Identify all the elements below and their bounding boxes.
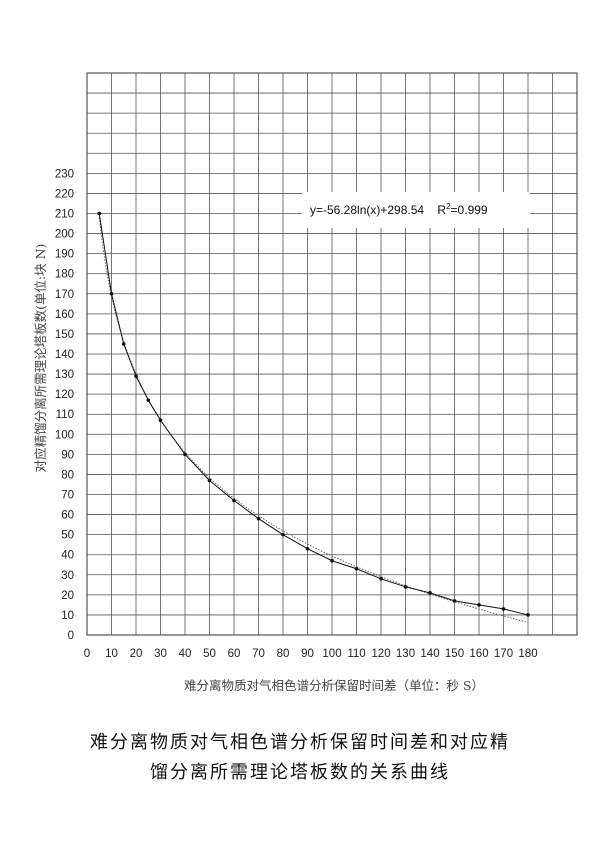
data-point (146, 398, 151, 402)
data-point (232, 498, 236, 503)
data-point (109, 291, 114, 296)
y-tick-label: 150 (55, 329, 74, 341)
r2-value: =0.999 (451, 203, 488, 217)
y-tick-label: 100 (55, 429, 74, 441)
x-tick-label: 20 (130, 648, 143, 660)
x-tick-label: 80 (277, 648, 290, 660)
y-tick-label: 10 (61, 610, 74, 622)
x-tick-label: 90 (301, 648, 314, 660)
equation-annotation: y=-56.28ln(x)+298.54 R2=0.999 (302, 192, 530, 228)
y-tick-label: 20 (61, 590, 74, 602)
data-point (281, 532, 285, 537)
data-point (256, 516, 261, 521)
x-tick-label: 160 (469, 648, 488, 660)
equation-box (302, 192, 530, 228)
y-tick-label: 200 (55, 229, 74, 241)
data-point (477, 603, 481, 607)
y-tick-label: 160 (55, 309, 74, 321)
svg-text:y=-56.28ln(x)+298.54 R2=: y=-56.28ln(x)+298.54 R2=0.999 (310, 202, 488, 217)
data-point (183, 452, 187, 457)
x-axis-title: 难分离物质对气相色谱分析保留时间差（单位：秒 S） (184, 678, 484, 693)
x-tick-label: 70 (252, 648, 265, 660)
x-tick-label: 60 (228, 648, 241, 660)
y-tick-label: 140 (55, 349, 74, 361)
data-point (501, 607, 506, 611)
x-tick-label: 40 (179, 648, 192, 660)
y-axis-title: 对应精馏分离所需理论塔板数(单位:块 N) (33, 244, 48, 473)
caption-line-2: 馏分离所需理论塔板数的关系曲线 (150, 762, 450, 783)
data-point (121, 342, 126, 346)
data-point (354, 566, 359, 571)
x-tick-label: 140 (420, 648, 439, 660)
data-point (428, 591, 432, 595)
y-tick-label: 40 (61, 550, 74, 562)
r2-superscript: 2 (446, 202, 451, 211)
y-tick-label: 120 (55, 389, 74, 401)
y-tick-label: 130 (55, 369, 74, 381)
data-point (97, 211, 102, 216)
x-tick-label: 10 (105, 648, 118, 660)
chart-grid (86, 72, 578, 636)
y-tick-label: 90 (61, 449, 74, 461)
y-tick-label: 190 (55, 249, 74, 261)
y-tick-label: 110 (56, 409, 74, 421)
x-tick-label: 180 (518, 648, 537, 660)
tick-labels: 0 10 20 30 40 50 60 70 80 90 100 110 120 130 140 150 160… (55, 168, 538, 660)
x-tick-label: 170 (494, 648, 513, 660)
data-point (134, 374, 138, 378)
plot-area (97, 211, 530, 623)
equation-text: y=-56.28ln(x)+298.54 (310, 203, 424, 217)
y-tick-label: 170 (55, 289, 74, 301)
x-tick-label: 100 (322, 648, 341, 660)
y-tick-label: 70 (61, 490, 74, 502)
y-tick-label: 60 (61, 510, 74, 522)
y-tick-label: 80 (61, 469, 74, 481)
y-tick-label: 50 (61, 530, 74, 542)
data-point (158, 418, 163, 423)
r2-label: R (437, 203, 446, 217)
x-tick-label: 50 (203, 648, 216, 660)
data-point (403, 585, 408, 589)
data-point (526, 613, 530, 617)
data-point (330, 558, 334, 563)
caption-line-1: 难分离物质对气相色谱分析保留时间差和对应精 (90, 732, 510, 753)
x-tick-label: 30 (154, 648, 167, 660)
data-point (207, 478, 212, 483)
x-tick-label: 150 (445, 648, 464, 660)
x-tick-label: 130 (396, 648, 415, 660)
data-point (452, 599, 457, 603)
x-tick-label: 120 (371, 648, 390, 660)
x-tick-label: 0 (84, 648, 90, 660)
y-tick-label: 230 (55, 168, 74, 180)
data-point (305, 546, 310, 551)
x-tick-label: 110 (347, 648, 365, 660)
y-tick-label: 180 (55, 269, 74, 281)
y-tick-label: 210 (55, 209, 74, 221)
data-point (379, 577, 383, 581)
y-tick-label: 0 (68, 630, 74, 642)
y-tick-label: 30 (61, 570, 74, 582)
y-tick-label: 220 (55, 188, 74, 200)
trendline (98, 217, 529, 623)
